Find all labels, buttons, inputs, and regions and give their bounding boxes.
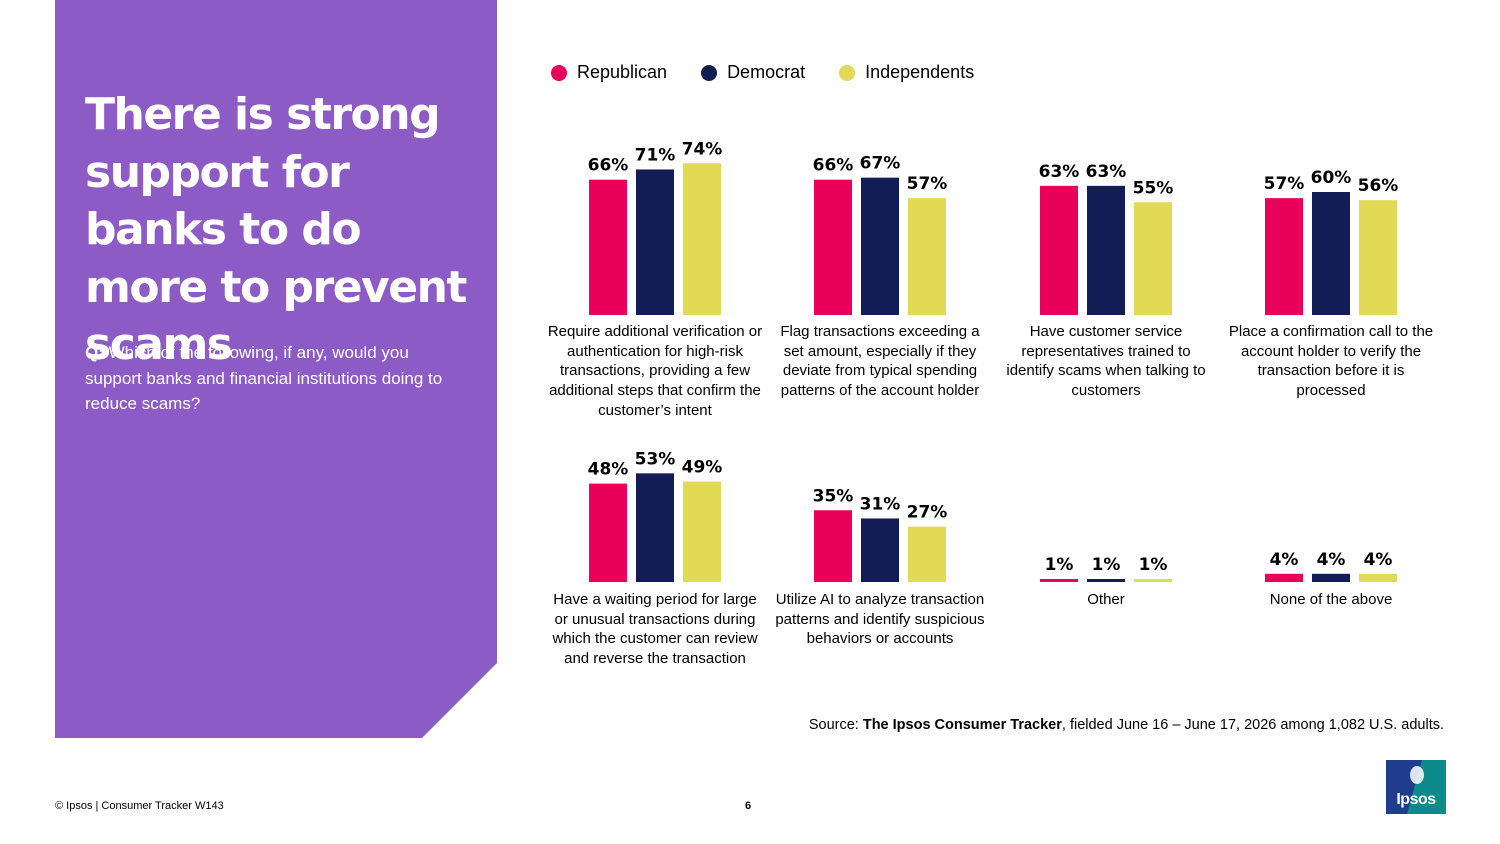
bar-democrat-5	[861, 518, 899, 582]
legend-swatch-independents	[839, 64, 856, 81]
source-details: , fielded June 16 – June 17, 2026 among …	[1061, 717, 1444, 733]
question-prefix: Q:	[85, 343, 104, 362]
logo-text: Ipsos	[1396, 791, 1436, 808]
bar-democrat-3	[1312, 192, 1350, 315]
data-label-independents-1: 57%	[907, 174, 948, 194]
bar-independents-2	[1134, 202, 1172, 315]
legend-item-democrat: Democrat	[701, 62, 805, 83]
data-label-republican-2: 63%	[1039, 162, 1080, 182]
bar-democrat-2	[1087, 185, 1125, 315]
category-label-4: Have a waiting period for large or unusu…	[552, 591, 758, 668]
bar-republican-0	[589, 179, 627, 315]
bar-independents-0	[683, 163, 721, 315]
category-label-2: Have customer service representatives tr…	[1006, 323, 1206, 400]
bar-independents-3	[1359, 200, 1397, 315]
data-label-independents-0: 74%	[682, 139, 723, 159]
bar-independents-4	[683, 481, 721, 582]
data-label-democrat-0: 71%	[635, 145, 676, 165]
bar-republican-2	[1040, 185, 1078, 315]
data-label-republican-5: 35%	[813, 486, 854, 506]
ipsos-logo-icon: Ipsos	[1386, 760, 1446, 814]
data-label-independents-6: 1%	[1139, 555, 1168, 575]
bar-democrat-6	[1087, 579, 1125, 582]
question-text: Q: Which of the following, if any, would…	[85, 340, 465, 417]
bar-republican-7	[1265, 573, 1303, 582]
legend-label-democrat: Democrat	[727, 62, 806, 82]
data-label-republican-7: 4%	[1270, 550, 1299, 570]
data-label-republican-1: 66%	[813, 156, 854, 176]
data-label-democrat-3: 60%	[1311, 168, 1352, 188]
bar-democrat-4	[636, 473, 674, 582]
category-label-6: Other	[1087, 591, 1125, 608]
bar-democrat-7	[1312, 573, 1350, 582]
page-title: There is strong support for banks to do …	[85, 89, 467, 370]
data-label-independents-7: 4%	[1364, 550, 1393, 570]
data-label-independents-3: 56%	[1358, 176, 1399, 196]
data-label-republican-3: 57%	[1264, 174, 1305, 194]
question-body: Which of the following, if any, would yo…	[85, 343, 443, 413]
category-label-3: Place a confirmation call to the account…	[1228, 323, 1434, 400]
data-label-republican-4: 48%	[588, 460, 629, 480]
category-label-5: Utilize AI to analyze transaction patter…	[775, 591, 985, 648]
bar-republican-6	[1040, 579, 1078, 582]
data-label-republican-6: 1%	[1045, 555, 1074, 575]
data-label-republican-0: 66%	[588, 156, 629, 176]
chart-legend: Republican Democrat Independents	[551, 62, 1008, 83]
legend-item-independents: Independents	[839, 62, 974, 83]
category-label-1: Flag transactions exceeding a set amount…	[780, 323, 980, 400]
source-note: Source: The Ipsos Consumer Tracker, fiel…	[809, 717, 1444, 733]
footer-copyright: © Ipsos | Consumer Tracker W143	[55, 800, 224, 812]
legend-label-independents: Independents	[865, 62, 975, 82]
category-label-0: Require additional verification or authe…	[547, 323, 763, 419]
category-label-7: None of the above	[1269, 591, 1393, 608]
bar-republican-1	[814, 179, 852, 315]
legend-swatch-republican	[551, 64, 567, 81]
data-label-democrat-5: 31%	[860, 494, 901, 514]
legend-item-republican: Republican	[551, 62, 667, 83]
legend-label-republican: Republican	[577, 62, 668, 82]
data-label-independents-5: 27%	[907, 503, 948, 523]
bar-republican-3	[1265, 198, 1303, 315]
data-label-democrat-1: 67%	[860, 154, 901, 174]
data-label-independents-2: 55%	[1133, 178, 1174, 198]
data-label-democrat-7: 4%	[1317, 550, 1346, 570]
source-prefix: Source:	[808, 717, 863, 733]
bar-democrat-0	[636, 169, 674, 315]
data-label-independents-4: 49%	[682, 458, 723, 478]
logo-head-mark	[1410, 766, 1424, 784]
bar-independents-5	[908, 526, 946, 582]
bar-republican-4	[589, 483, 627, 582]
page-number: 6	[745, 800, 752, 812]
bar-republican-5	[814, 510, 852, 582]
source-name: The Ipsos Consumer Tracker	[862, 717, 1062, 733]
bar-independents-1	[908, 198, 946, 315]
title-panel	[55, 0, 497, 738]
data-label-democrat-6: 1%	[1092, 555, 1121, 575]
data-label-democrat-4: 53%	[635, 449, 676, 469]
bar-independents-6	[1134, 579, 1172, 582]
legend-swatch-democrat	[701, 64, 718, 81]
data-label-democrat-2: 63%	[1086, 162, 1127, 182]
bar-independents-7	[1359, 573, 1397, 582]
bar-democrat-1	[861, 177, 899, 315]
